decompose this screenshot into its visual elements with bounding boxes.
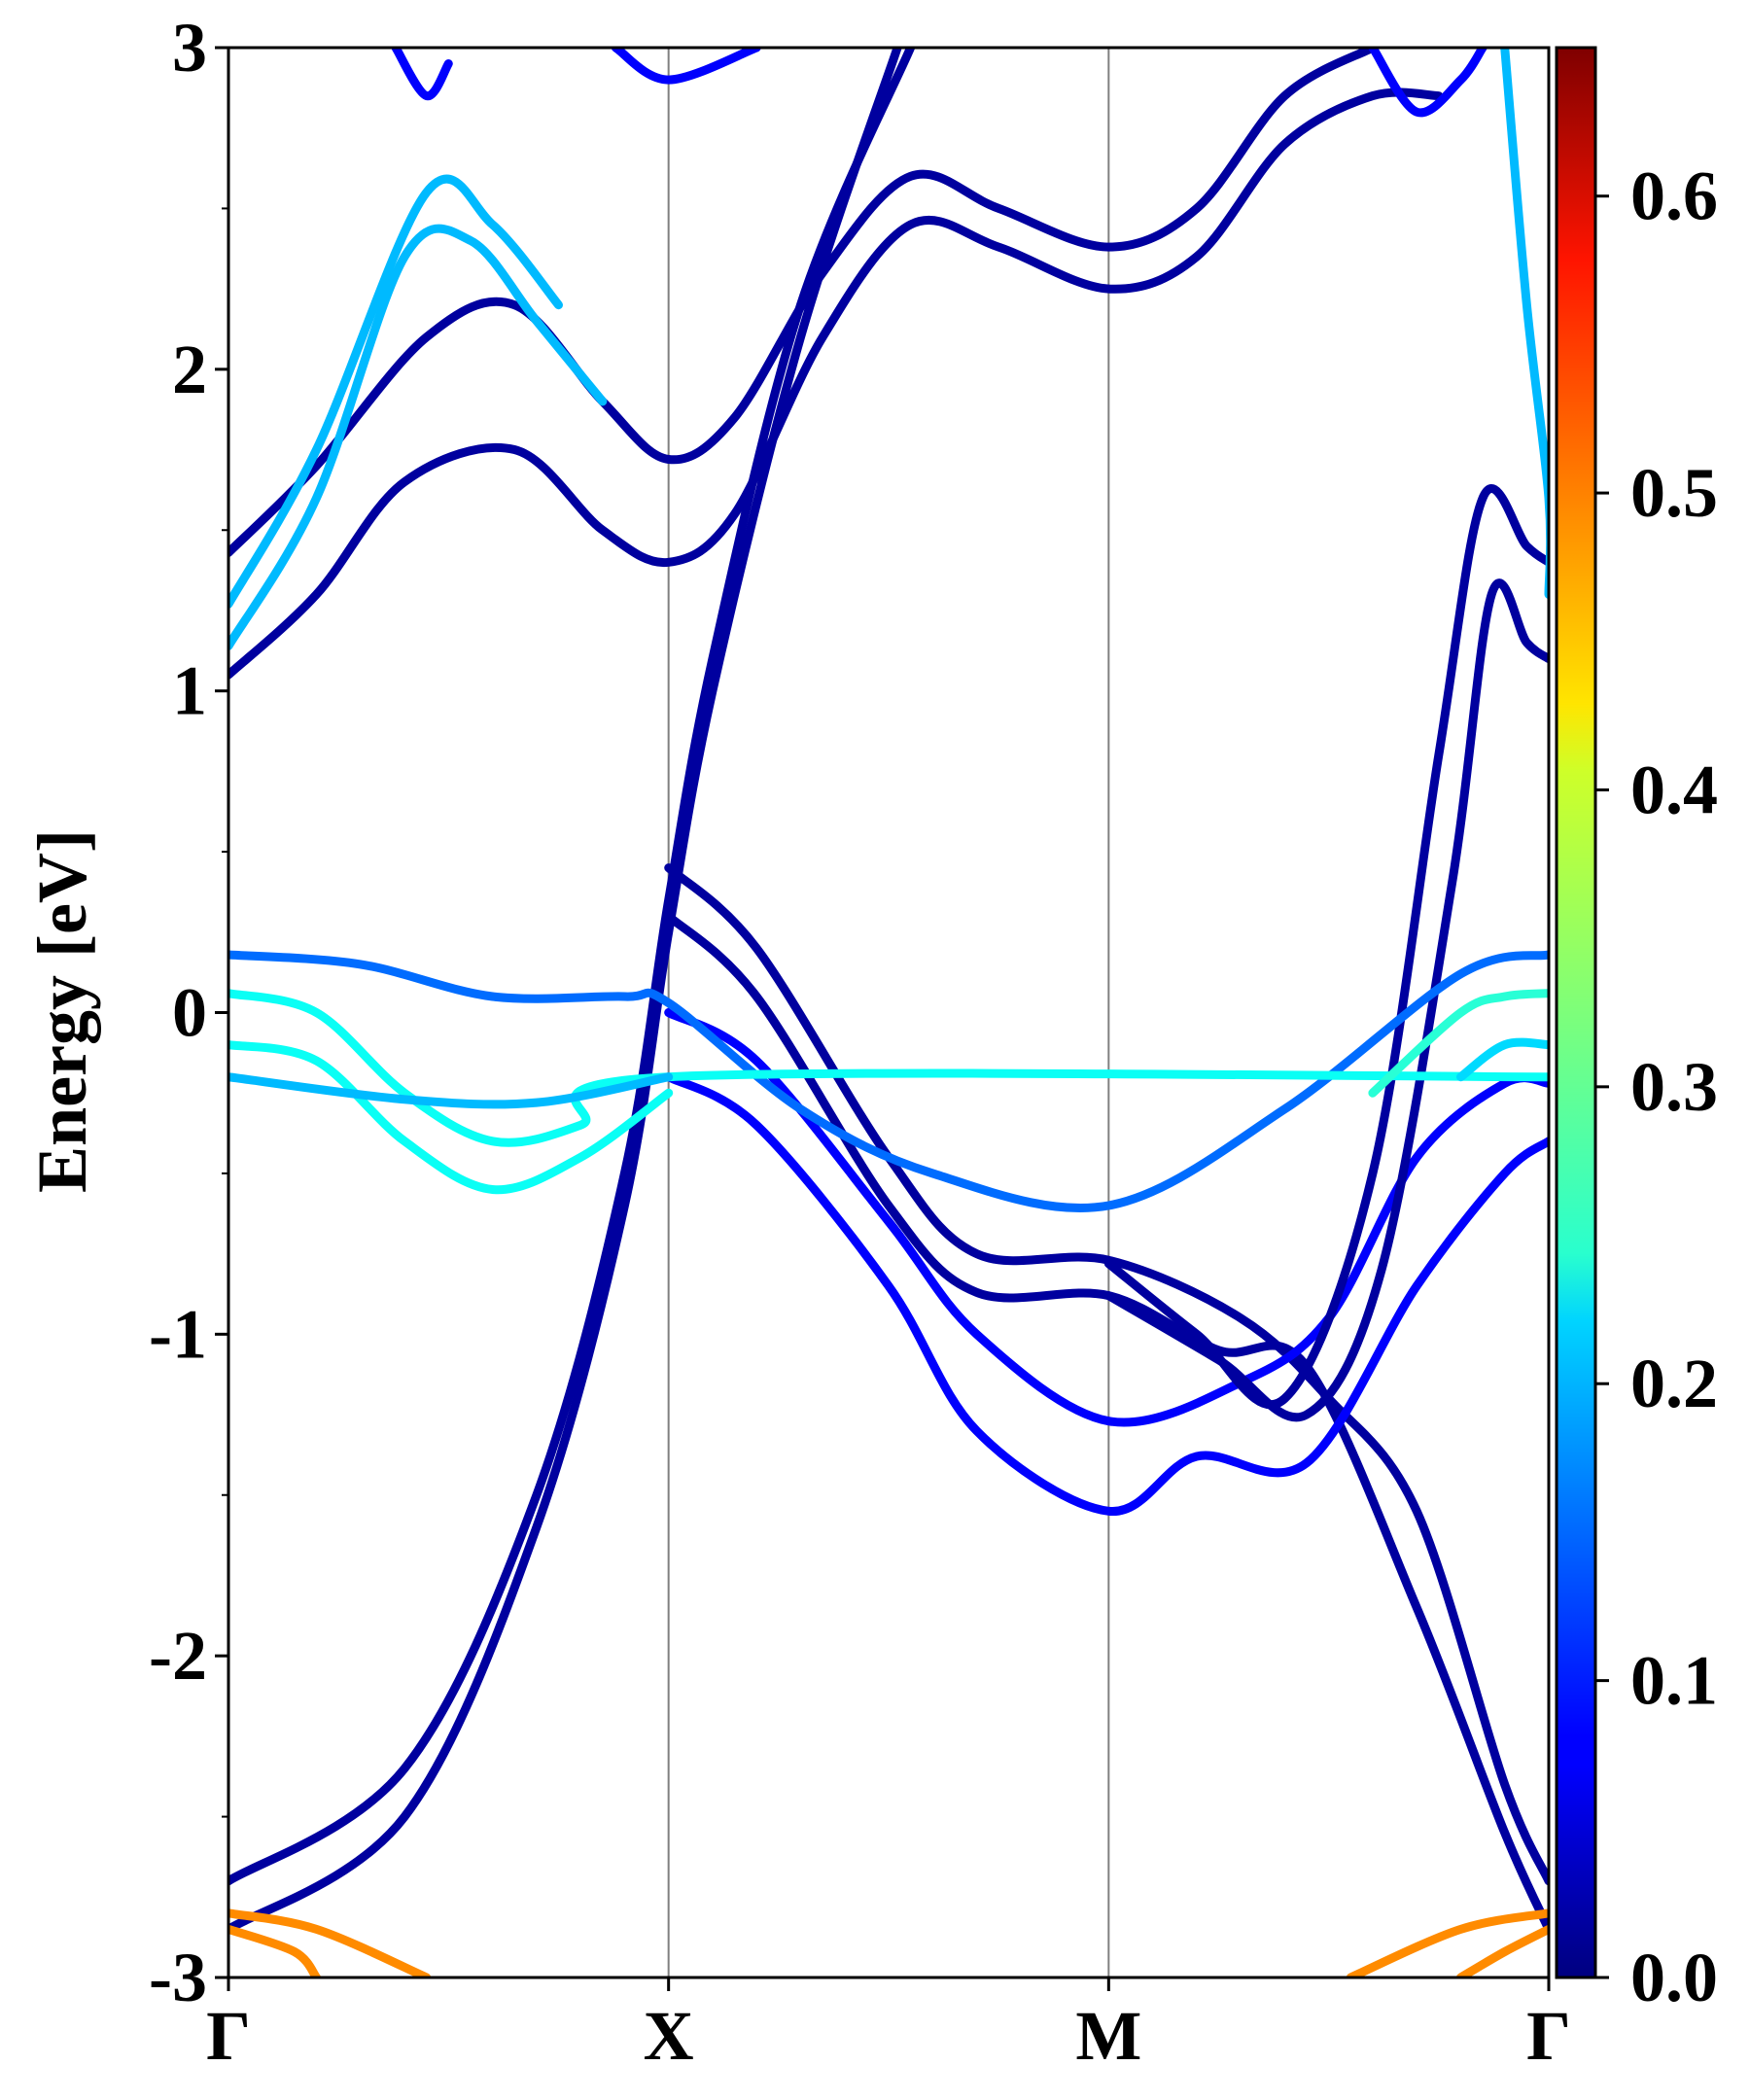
band-line-14 xyxy=(228,88,1444,680)
band-line-20 xyxy=(611,48,761,85)
colorbar-tick-label-1: 0.1 xyxy=(1630,1642,1718,1720)
y-tick-label-2: 1 xyxy=(172,652,207,730)
colorbar xyxy=(1555,46,1597,1979)
band-line-10 xyxy=(228,1040,674,1195)
band-line-8 xyxy=(228,950,1549,1213)
colorbar-tick-label-3: 0.3 xyxy=(1630,1048,1718,1126)
band-line-7 xyxy=(1103,578,1549,1422)
band-line-5 xyxy=(664,1072,1549,1516)
colorbar-tick-label-2: 0.2 xyxy=(1630,1345,1718,1422)
band-line-0 xyxy=(228,48,916,1886)
colorbar-tick-label-0: 0.0 xyxy=(1630,1939,1718,2016)
colorbar-tick-label-6: 0.6 xyxy=(1630,158,1718,235)
y-axis-ticks: 3 2 1 0 -1 -2 -3 xyxy=(149,9,228,2016)
y-axis-label: Energy [eV] xyxy=(23,829,101,1193)
y-tick-label-3: 0 xyxy=(172,974,207,1052)
band-line-3 xyxy=(664,911,1549,1934)
x-tick-label-0: Γ xyxy=(206,1997,251,2075)
band-line-13 xyxy=(1368,989,1549,1098)
band-lines xyxy=(228,48,1549,1978)
colorbar-ticks: 0.0 0.1 0.2 0.3 0.4 0.5 0.6 xyxy=(1595,158,1718,2016)
band-line-15 xyxy=(228,48,1378,557)
band-line-18 xyxy=(1500,48,1549,599)
x-tick-label-3: Γ xyxy=(1526,1997,1571,2075)
band-line-16 xyxy=(228,224,608,650)
high-symmetry-lines xyxy=(667,48,1110,1978)
y-tick-label-0: 3 xyxy=(172,9,207,87)
band-line-2 xyxy=(664,863,1549,1886)
band-line-12 xyxy=(1456,1037,1549,1082)
y-tick-label-4: -1 xyxy=(149,1295,207,1373)
band-line-9 xyxy=(228,989,1549,1147)
band-line-23 xyxy=(228,1924,321,1978)
x-tick-label-2: M xyxy=(1075,1997,1141,2075)
colorbar-tick-label-5: 0.5 xyxy=(1630,454,1718,532)
y-tick-label-5: -2 xyxy=(149,1617,207,1695)
band-line-17 xyxy=(228,174,563,609)
y-tick-label-1: 2 xyxy=(172,331,207,408)
band-line-22 xyxy=(228,1908,432,1978)
band-line-1 xyxy=(228,48,902,1934)
band-line-24 xyxy=(1346,1908,1549,1978)
band-line-21 xyxy=(1368,48,1488,118)
band-line-25 xyxy=(1456,1924,1549,1978)
band-line-4 xyxy=(664,1008,1549,1427)
band-line-11 xyxy=(228,1072,674,1109)
colorbar-tick-label-4: 0.4 xyxy=(1630,751,1718,828)
band-line-19 xyxy=(391,48,453,101)
x-tick-label-1: X xyxy=(644,1997,694,2075)
y-tick-label-6: -3 xyxy=(149,1939,207,2016)
